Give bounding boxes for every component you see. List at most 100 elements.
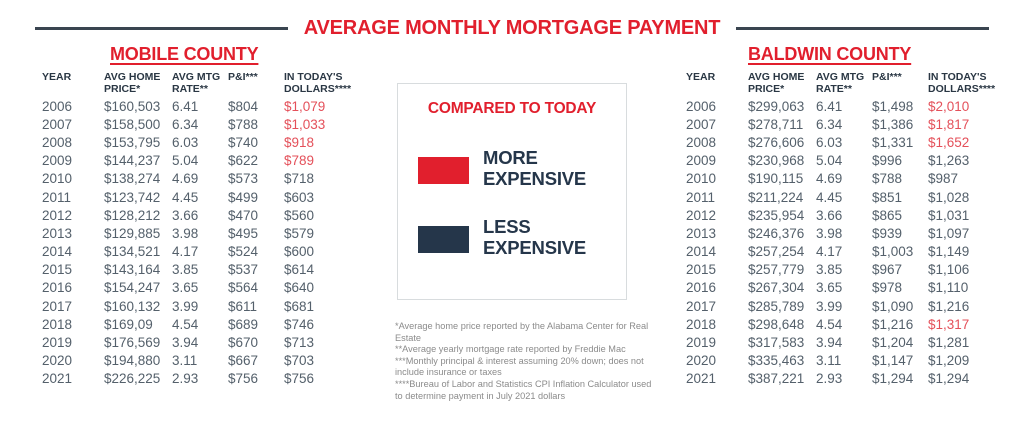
avg-home-price-cell: $299,063 [748,98,805,114]
table-row: 2019 $176,569 3.94 $670 $713 [42,333,368,351]
avg-home-price-cell: $230,968 [748,153,805,169]
legend-item: LESS EXPENSIVE [418,216,586,258]
year-cell: 2014 [686,244,717,260]
table-row: 2009 $230,968 5.04 $996 $1,263 [686,152,1012,170]
baldwin-county-table: YEAR AVG HOME PRICE* AVG MTG RATE** P&I*** I… [682,71,1012,388]
pi-cell: $865 [872,207,903,223]
in-todays-dollars-cell: $1,028 [928,189,970,205]
year-cell: 2021 [686,371,717,387]
pi-cell: $499 [228,189,259,205]
pi-cell: $524 [228,244,259,260]
pi-cell: $788 [228,116,259,132]
pi-cell: $622 [228,153,259,169]
year-cell: 2010 [686,171,717,187]
table-row: 2017 $160,132 3.99 $611 $681 [42,297,368,315]
table-row: 2009 $144,237 5.04 $622 $789 [42,152,368,170]
year-cell: 2009 [42,153,73,169]
avg-mtg-rate-cell: 6.41 [816,98,843,114]
in-todays-dollars-cell: $1,110 [928,280,969,296]
avg-mtg-rate-cell: 2.93 [816,371,843,387]
avg-mtg-rate-cell: 6.03 [172,134,199,150]
avg-home-price-cell: $190,115 [748,171,804,187]
year-cell: 2020 [42,353,73,369]
table-row: 2014 $134,521 4.17 $524 $600 [42,243,368,261]
column-header: P&I*** [228,71,258,83]
table-row: 2012 $235,954 3.66 $865 $1,031 [686,206,1012,224]
avg-mtg-rate-cell: 4.45 [816,189,843,205]
avg-mtg-rate-cell: 6.41 [172,98,199,114]
year-cell: 2016 [686,280,717,296]
year-cell: 2006 [686,98,717,114]
avg-home-price-cell: $235,954 [748,207,805,223]
pi-cell: $1,331 [872,134,914,150]
avg-mtg-rate-cell: 4.69 [172,171,199,187]
column-header: P&I*** [872,71,902,83]
avg-home-price-cell: $123,742 [104,189,161,205]
legend-title: COMPARED TO TODAY [427,100,597,117]
column-header: IN TODAY'S DOLLARS**** [928,71,996,95]
in-todays-dollars-cell: $2,010 [928,98,970,114]
avg-mtg-rate-cell: 3.94 [172,335,199,351]
avg-mtg-rate-cell: 6.34 [172,116,199,132]
in-todays-dollars-cell: $681 [284,298,315,314]
in-todays-dollars-cell: $746 [284,316,315,332]
year-cell: 2006 [42,98,73,114]
table-row: 2010 $138,274 4.69 $573 $718 [42,170,368,188]
avg-mtg-rate-cell: 4.54 [172,316,199,332]
in-todays-dollars-cell: $703 [284,353,315,369]
in-todays-dollars-cell: $756 [284,371,315,387]
pi-cell: $1,294 [872,371,914,387]
in-todays-dollars-cell: $1,079 [284,98,326,114]
in-todays-dollars-cell: $614 [284,262,315,278]
avg-home-price-cell: $134,521 [104,244,161,260]
year-cell: 2020 [686,353,717,369]
column-header: IN TODAY'S DOLLARS**** [284,71,352,95]
avg-home-price-cell: $160,503 [104,98,161,114]
avg-mtg-rate-cell: 6.34 [816,116,843,132]
table-row: 2013 $246,376 3.98 $939 $1,097 [686,224,1012,242]
avg-mtg-rate-cell: 4.69 [816,171,843,187]
footnote-text: **Average yearly mortgage rate reported … [395,344,626,355]
year-cell: 2009 [686,153,717,169]
avg-home-price-cell: $335,463 [748,353,805,369]
year-cell: 2012 [42,207,73,223]
table-row: 2014 $257,254 4.17 $1,003 $1,149 [686,243,1012,261]
table-row: 2011 $123,742 4.45 $499 $603 [42,188,368,206]
pi-cell: $537 [228,262,259,278]
table-row: 2013 $129,885 3.98 $495 $579 [42,224,368,242]
baldwin-county-title: BALDWIN COUNTY [748,44,912,64]
year-cell: 2013 [42,225,73,241]
year-cell: 2014 [42,244,73,260]
avg-home-price-cell: $129,885 [104,225,161,241]
in-todays-dollars-cell: $1,817 [928,116,970,132]
avg-home-price-cell: $278,711 [748,116,804,132]
table-row: 2017 $285,789 3.99 $1,090 $1,216 [686,297,1012,315]
pi-cell: $804 [228,98,259,114]
in-todays-dollars-cell: $1,031 [928,207,970,223]
in-todays-dollars-cell: $1,149 [928,244,970,260]
table-row: 2021 $226,225 2.93 $756 $756 [42,370,368,388]
in-todays-dollars-cell: $1,317 [928,316,970,332]
in-todays-dollars-cell: $987 [928,171,959,187]
avg-mtg-rate-cell: 4.17 [172,244,199,260]
footnotes: *Average home price reported by the Alab… [395,321,661,402]
table-row: 2011 $211,224 4.45 $851 $1,028 [686,188,1012,206]
legend-item: MORE EXPENSIVE [418,147,587,189]
pi-cell: $851 [872,189,903,205]
column-header: YEAR [42,71,72,83]
pi-cell: $564 [228,280,259,296]
avg-home-price-cell: $257,779 [748,262,805,278]
in-todays-dollars-cell: $640 [284,280,315,296]
header-rule-right [736,26,990,30]
avg-mtg-rate-cell: 3.65 [172,280,199,296]
pi-cell: $495 [228,225,259,241]
legend-label: MORE EXPENSIVE [483,147,587,189]
pi-cell: $667 [228,353,259,369]
in-todays-dollars-cell: $1,216 [928,298,970,314]
mobile-county-title: MOBILE COUNTY [110,44,259,64]
table-row: 2007 $278,711 6.34 $1,386 $1,817 [686,115,1012,133]
avg-home-price-cell: $160,132 [104,298,161,314]
pi-cell: $670 [228,335,259,351]
pi-cell: $939 [872,225,903,241]
year-cell: 2010 [42,171,73,187]
